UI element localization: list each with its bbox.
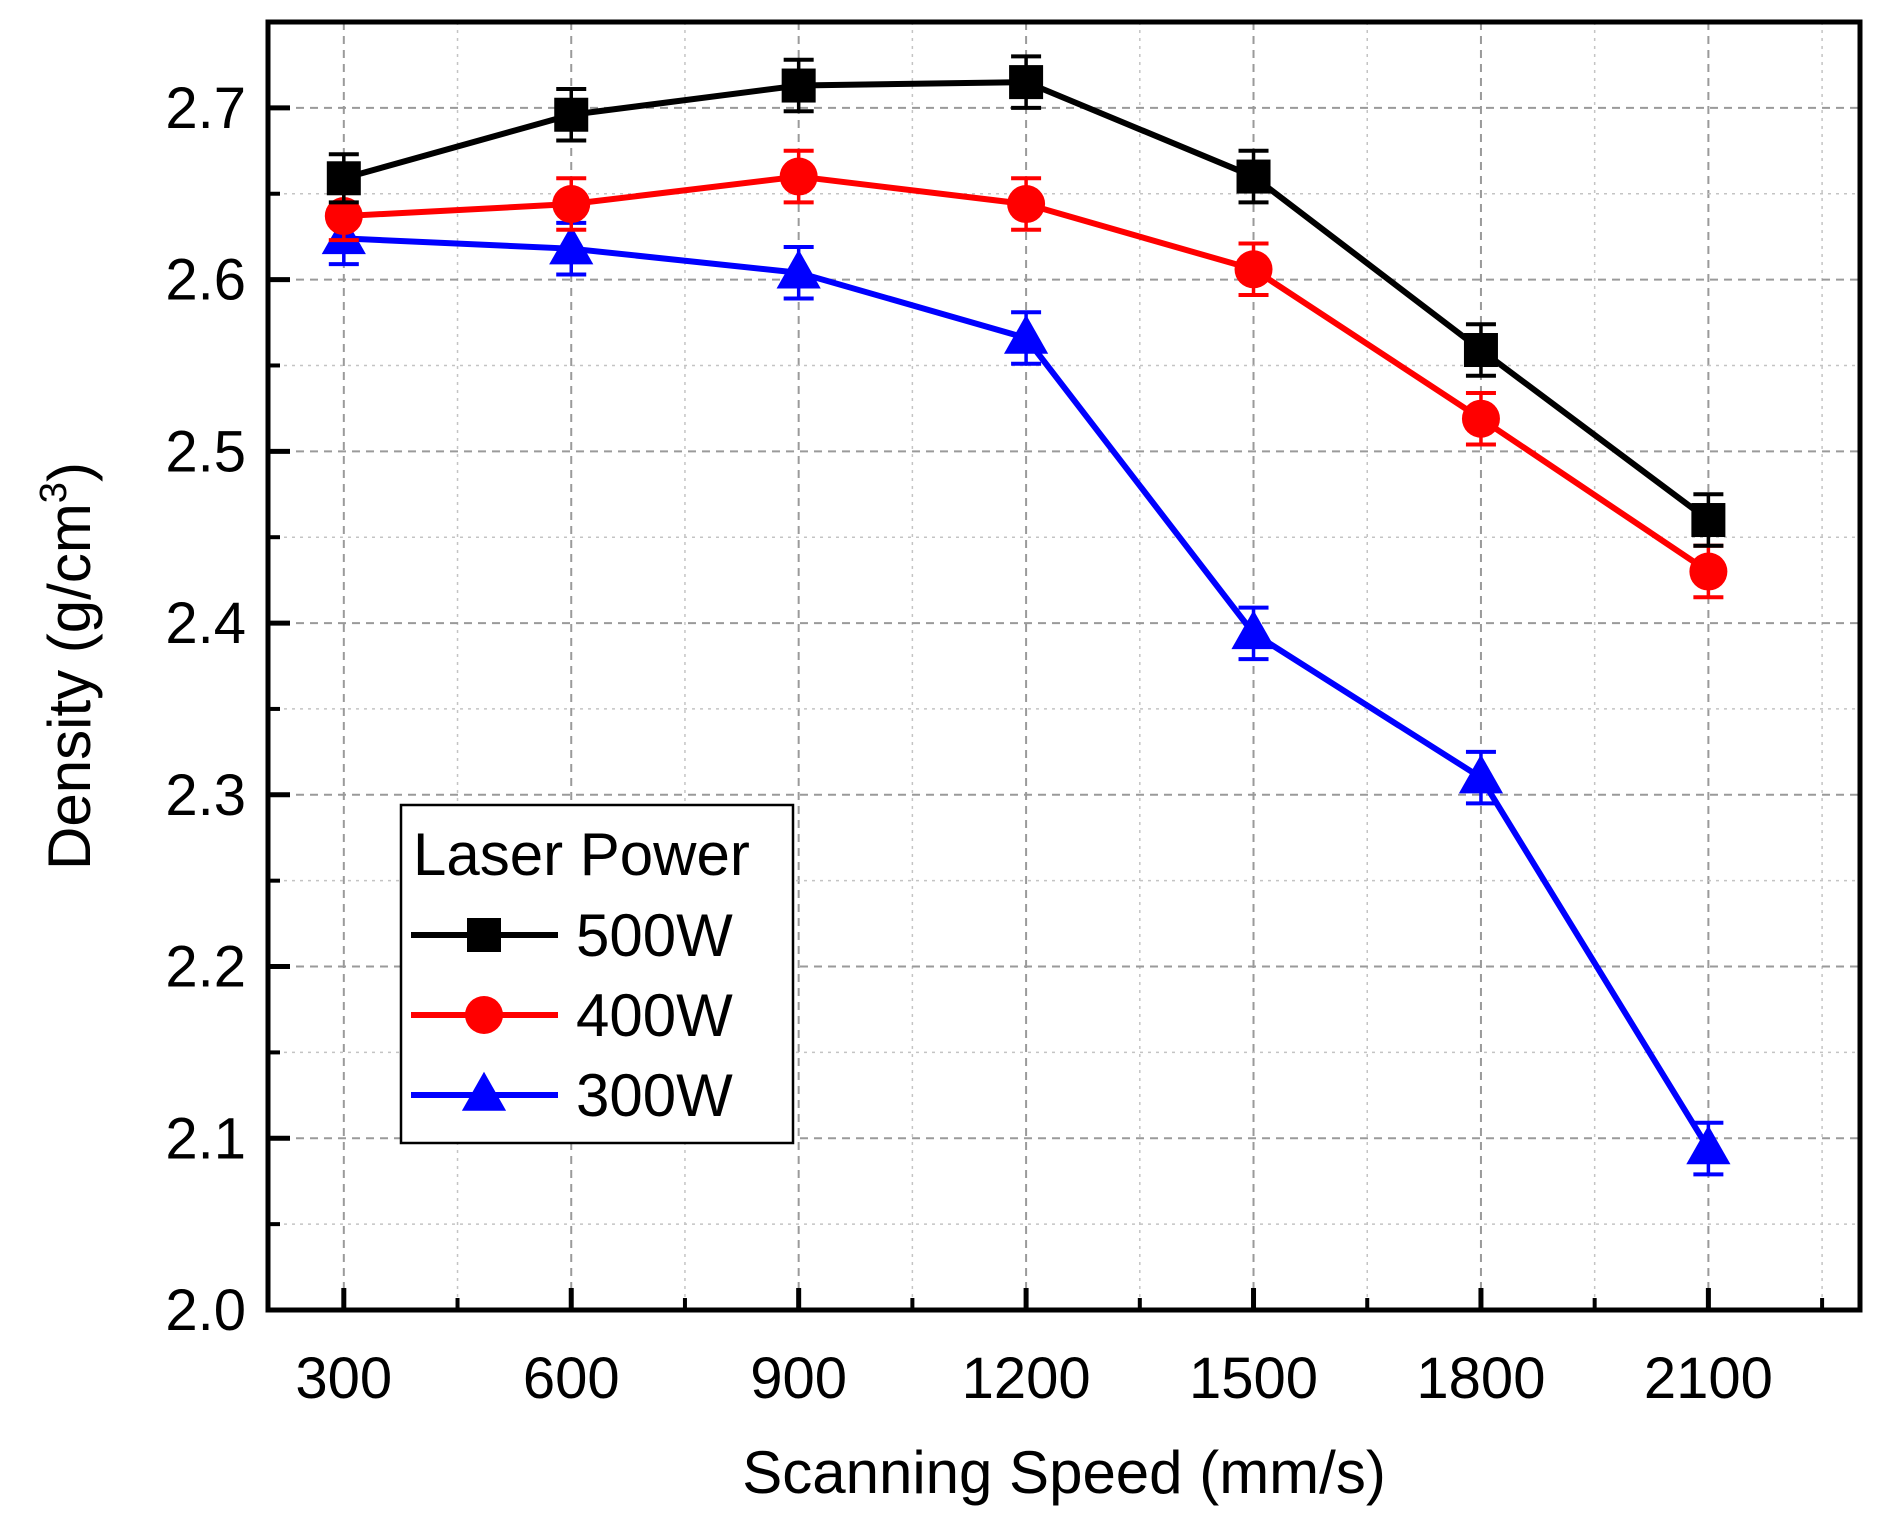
- axis-ticks: [268, 105, 1825, 1313]
- x-tick-label: 1200: [962, 1346, 1091, 1411]
- legend-label: 400W: [576, 982, 733, 1049]
- plot-frame: [265, 19, 1863, 1313]
- data-point: [554, 97, 589, 132]
- y-tick-label: 2.7: [165, 76, 246, 141]
- series-line: [343, 79, 1711, 523]
- legend-entry-300W: 300W: [411, 1062, 733, 1129]
- y-axis-title-main: Density (g/cm: [36, 503, 103, 870]
- data-point: [1461, 399, 1500, 438]
- legend-marker: [461, 1071, 507, 1111]
- legend-marker: [467, 918, 501, 952]
- x-tick-labels: 300 600 900 1200 1500 1800 2100: [295, 1346, 1772, 1411]
- x-axis-title: Scanning Speed (mm/s): [742, 1439, 1386, 1506]
- data-point: [326, 161, 361, 196]
- legend-entries: 500W 400W 300W: [411, 902, 733, 1129]
- data-point: [549, 225, 594, 265]
- data-point: [1231, 610, 1276, 650]
- series-500W: [326, 54, 1726, 548]
- data-point: [1686, 1125, 1731, 1165]
- legend-marker: [465, 996, 503, 1034]
- y-tick-label: 2.3: [165, 763, 246, 828]
- data-point: [324, 197, 363, 236]
- y-axis-title: Density (g/cm3): [33, 462, 103, 870]
- legend-title: Laser Power: [413, 821, 750, 888]
- data-point: [781, 68, 816, 103]
- x-tick-label: 600: [523, 1346, 620, 1411]
- y-tick-label: 2.6: [165, 248, 246, 313]
- y-tick-label: 2.4: [165, 591, 246, 656]
- x-tick-label: 1800: [1416, 1346, 1545, 1411]
- data-point: [1007, 185, 1046, 224]
- series-400W: [324, 148, 1728, 600]
- data-point: [1236, 159, 1271, 194]
- data-point: [1009, 65, 1044, 100]
- data-point: [1463, 333, 1498, 368]
- data-point: [552, 185, 591, 224]
- y-tick-label: 2.1: [165, 1106, 246, 1171]
- x-tick-label: 300: [295, 1346, 392, 1411]
- data-point: [1691, 503, 1726, 538]
- data-point: [776, 249, 821, 289]
- y-tick-label: 2.2: [165, 935, 246, 1000]
- legend-entry-400W: 400W: [411, 982, 733, 1049]
- legend-box: [399, 803, 795, 1145]
- y-tick-label: 2.5: [165, 419, 246, 484]
- x-tick-label: 1500: [1189, 1346, 1318, 1411]
- data-point: [1458, 754, 1504, 794]
- y-axis-title-superscript: 3: [33, 482, 75, 503]
- legend-label: 500W: [576, 902, 733, 969]
- y-tick-label: 2.0: [165, 1278, 246, 1343]
- x-tick-label: 900: [750, 1346, 847, 1411]
- data-point: [779, 157, 818, 196]
- legend: Laser Power 500W 400W 300W: [399, 803, 795, 1145]
- data-point: [1234, 250, 1273, 289]
- data-point: [1689, 552, 1728, 591]
- x-tick-label: 2100: [1644, 1346, 1773, 1411]
- legend-label: 300W: [576, 1062, 733, 1129]
- legend-entry-500W: 500W: [411, 902, 733, 969]
- y-axis-title-end: ): [36, 462, 103, 482]
- y-tick-labels: 2.0 2.1 2.2 2.3 2.4 2.5 2.6 2.7: [165, 76, 246, 1343]
- series-layer: [321, 54, 1731, 1177]
- data-point: [1003, 314, 1049, 354]
